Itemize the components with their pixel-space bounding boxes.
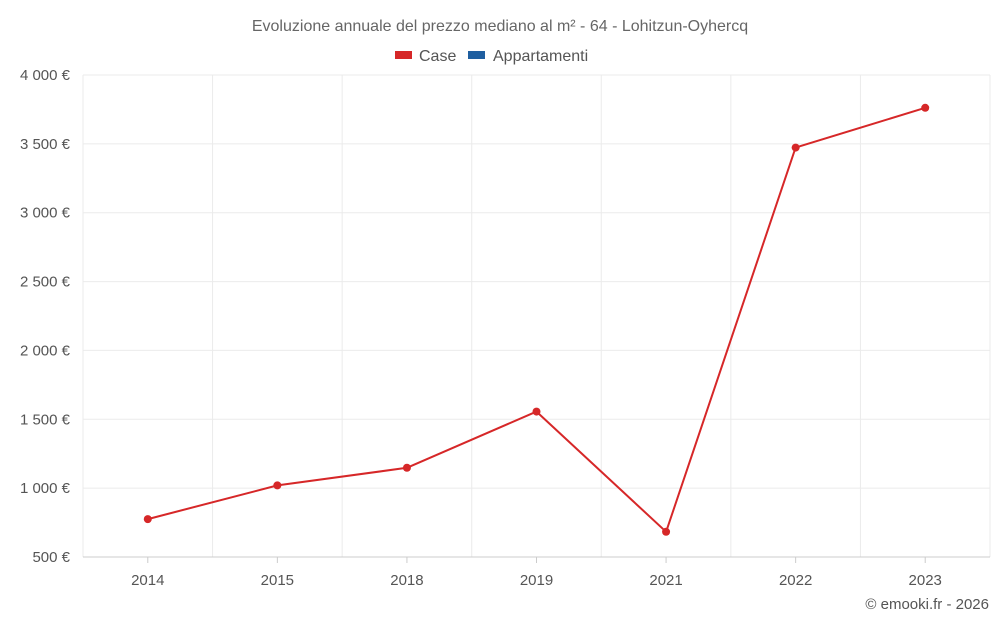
data-point[interactable] bbox=[791, 143, 800, 152]
data-point[interactable] bbox=[402, 463, 411, 472]
legend-swatch-appartamenti bbox=[468, 51, 485, 59]
x-tick-label: 2019 bbox=[520, 572, 553, 589]
y-tick-label: 3 500 € bbox=[20, 136, 71, 153]
y-tick-label: 1 500 € bbox=[20, 411, 71, 428]
legend-label-appartamenti: Appartamenti bbox=[493, 48, 588, 65]
y-tick-label: 500 € bbox=[32, 549, 70, 566]
chart-title: Evoluzione annuale del prezzo mediano al… bbox=[252, 18, 748, 35]
x-tick-label: 2021 bbox=[649, 572, 682, 589]
legend-item-case[interactable]: Case bbox=[395, 48, 456, 65]
y-tick-label: 1 000 € bbox=[20, 480, 71, 497]
series-line-case bbox=[147, 106, 926, 533]
legend-item-appartamenti[interactable]: Appartamenti bbox=[468, 48, 588, 65]
data-point[interactable] bbox=[143, 515, 152, 524]
credit: © emooki.fr - 2026 bbox=[865, 596, 989, 613]
legend-swatch-case bbox=[395, 51, 412, 59]
data-point[interactable] bbox=[662, 527, 671, 536]
y-tick-label: 3 000 € bbox=[20, 205, 71, 222]
y-tick-label: 2 000 € bbox=[20, 342, 71, 359]
data-point[interactable] bbox=[921, 103, 930, 112]
x-tick-label: 2022 bbox=[779, 572, 812, 589]
y-tick-label: 2 500 € bbox=[20, 274, 71, 291]
series bbox=[143, 103, 930, 536]
x-tick-label: 2023 bbox=[909, 572, 942, 589]
legend: Case Appartamenti bbox=[395, 48, 588, 65]
y-tick-label: 4 000 € bbox=[20, 67, 71, 84]
grid bbox=[82, 74, 991, 558]
axes: 500 € 1 000 € 1 500 € 2 000 € 2 500 € 3 000 €… bbox=[20, 67, 990, 589]
data-point[interactable] bbox=[532, 407, 541, 416]
x-tick-label: 2018 bbox=[390, 572, 423, 589]
x-tick-label: 2015 bbox=[261, 572, 294, 589]
x-tick-label: 2014 bbox=[131, 572, 164, 589]
legend-label-case: Case bbox=[419, 48, 456, 65]
data-point[interactable] bbox=[273, 481, 282, 490]
